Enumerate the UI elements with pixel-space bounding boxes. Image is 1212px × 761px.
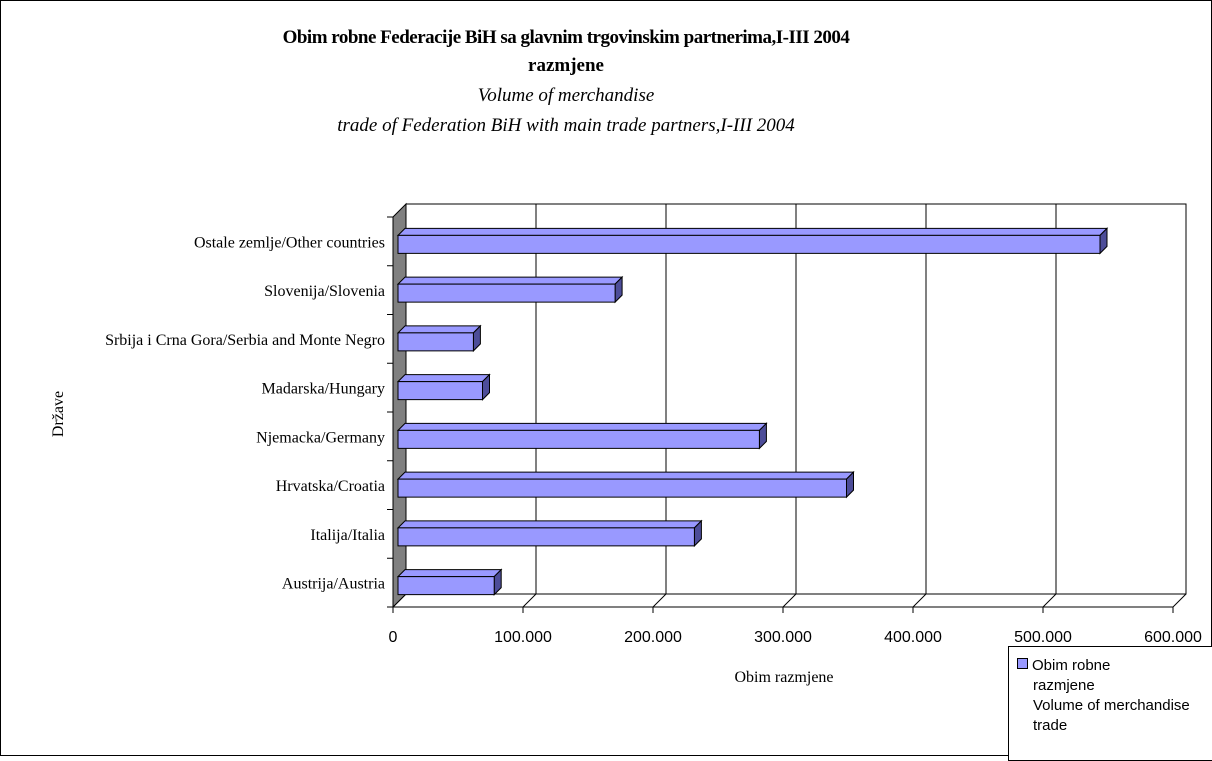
bars: [396, 227, 1109, 596]
chart-subtitle-line-2: trade of Federation BiH with main trade …: [337, 115, 795, 136]
bar: [396, 519, 703, 548]
bar: [396, 275, 624, 304]
bar-front: [397, 478, 847, 498]
bar: [396, 373, 491, 401]
bar-front: [397, 429, 760, 449]
axes: [387, 216, 1174, 613]
bar: [396, 470, 855, 499]
x-axis-title: Obim razmjene: [734, 669, 833, 686]
x-tick-label: 500.000: [1014, 629, 1072, 646]
category-label: Ostale zemlje/Other countries: [194, 234, 385, 251]
bar-top: [396, 520, 703, 529]
x-tick-label: 0: [389, 629, 398, 646]
bar-top: [396, 569, 503, 578]
bar: [396, 568, 503, 596]
category-label: Srbija i Crna Gora/Serbia and Monte Negr…: [105, 332, 385, 349]
floor-gridline: [1172, 593, 1187, 608]
bar-top: [396, 471, 855, 480]
category-label: Slovenija/Slovenia: [264, 283, 385, 300]
category-label: Njemacka/Germany: [256, 429, 385, 446]
chart-title-line-2: razmjene: [528, 55, 604, 76]
bar-top: [396, 276, 624, 285]
y-axis-title: Države: [50, 391, 67, 437]
bar-front: [397, 234, 1101, 254]
floor-gridline: [652, 593, 667, 608]
bar-top: [396, 227, 1109, 236]
side-wall: [392, 202, 407, 609]
legend-label-line-3: Volume of merchandise: [1033, 697, 1190, 714]
x-tick-labels: 0 100.000 200.000 300.000 400.000 500.000 600.…: [389, 629, 1202, 646]
x-tick-label: 300.000: [754, 629, 812, 646]
legend-label-line-4: trade: [1033, 717, 1068, 734]
bar-front: [397, 381, 483, 401]
chart-subtitle-line-1: Volume of merchandise: [477, 85, 655, 106]
x-tick-label: 100.000: [494, 629, 552, 646]
category-labels: Austrija/Austria Italija/Italia Hrvatska/C…: [105, 234, 385, 592]
bar-front: [397, 576, 495, 596]
bar-front: [397, 332, 474, 352]
plot-side-wall: [392, 202, 407, 609]
bar-top: [396, 374, 491, 383]
bar: [396, 422, 768, 450]
legend-label-line-2: razmjene: [1033, 677, 1095, 694]
bar-top: [396, 325, 482, 334]
legend-label-line-1: Obim robne: [1032, 657, 1111, 674]
floor-gridline: [912, 593, 927, 608]
bar: [396, 324, 482, 353]
category-label: Italija/Italia: [310, 527, 385, 544]
chart-title-line-1: Obim robne Federacije BiH sa glavnim trg…: [282, 27, 850, 48]
bar-front: [397, 283, 616, 303]
floor-gridline: [522, 593, 537, 608]
category-label: Madarska/Hungary: [261, 381, 385, 398]
category-label: Austrija/Austria: [282, 576, 385, 593]
legend: Obim robne razmjene Volume of merchandis…: [1008, 646, 1212, 761]
bar-top: [396, 422, 768, 431]
x-tick-label: 600.000: [1144, 629, 1202, 646]
category-label: Hrvatska/Croatia: [276, 478, 385, 495]
floor-gridline: [1042, 593, 1057, 608]
legend-swatch: [1017, 658, 1028, 669]
x-tick-label: 400.000: [884, 629, 942, 646]
bar: [396, 227, 1109, 255]
x-tick-label: 200.000: [624, 629, 682, 646]
bar-front: [397, 527, 695, 547]
floor-gridline: [782, 593, 797, 608]
